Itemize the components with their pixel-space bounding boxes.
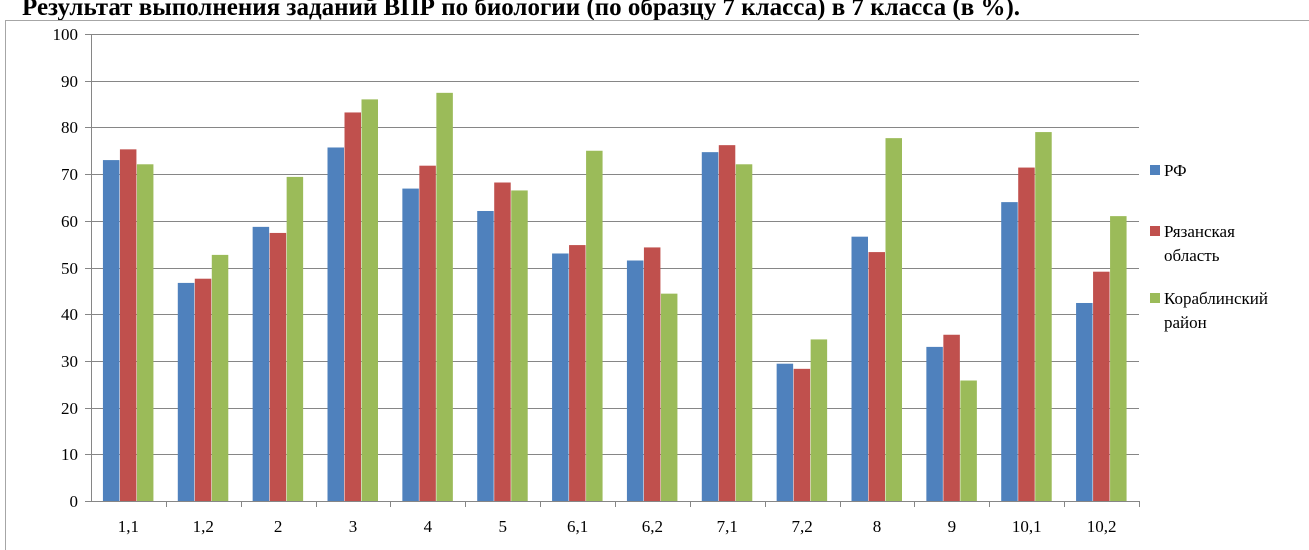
legend-swatch: [1150, 293, 1160, 303]
bar: [660, 293, 678, 501]
bar: [735, 164, 753, 502]
bar: [793, 368, 811, 501]
y-tick-label: 30: [61, 352, 78, 371]
bar: [776, 363, 794, 501]
bar: [552, 253, 569, 501]
bar: [810, 339, 828, 501]
legend-swatch: [1150, 226, 1160, 236]
bar: [1001, 202, 1018, 501]
x-category-label: 1,2: [193, 517, 214, 536]
bar: [960, 380, 977, 501]
bar: [102, 160, 120, 501]
bar: [511, 190, 528, 501]
chart-frame: [5, 20, 1309, 550]
x-category-label: 6,1: [567, 517, 588, 536]
bar: [868, 252, 885, 501]
bar: [327, 147, 344, 502]
bar: [1018, 167, 1035, 501]
legend-label: район: [1164, 313, 1207, 332]
x-category-label: 6,2: [642, 517, 663, 536]
x-category-label: 7,2: [791, 517, 812, 536]
legend-label: область: [1164, 246, 1220, 265]
legend-label: Рязанская: [1164, 222, 1235, 241]
x-category-label: 1,1: [118, 517, 139, 536]
bar: [885, 138, 902, 501]
chart-title: Результат выполнения заданий ВПР по биол…: [22, 0, 1021, 21]
bar: [361, 99, 378, 501]
bar: [701, 152, 719, 501]
x-category-label: 10,2: [1087, 517, 1117, 536]
legend-swatch: [1150, 165, 1160, 175]
bar: [136, 164, 154, 502]
x-axis-category-labels: 1,1 1,2 2 3 4 5 6,1 6,2 7,1 7,2 8 9 10,1 10,2: [118, 517, 1117, 536]
x-category-label: 3: [349, 517, 358, 536]
x-category-label: 5: [498, 517, 507, 536]
y-tick-label: 10: [61, 445, 78, 464]
bar: [643, 247, 661, 501]
bar: [177, 282, 195, 501]
x-category-label: 10,1: [1012, 517, 1042, 536]
bar: [211, 254, 229, 501]
bar: [943, 334, 960, 501]
bar: [851, 236, 868, 501]
bar: [586, 150, 603, 501]
y-tick-label: 20: [61, 399, 78, 418]
y-axis-ticks: 0 10 20 30 40 50 60 70 80 90 100: [53, 25, 91, 511]
bar: [1035, 132, 1052, 501]
y-tick-label: 80: [61, 118, 78, 137]
x-category-label: 9: [948, 517, 957, 536]
bar: [1110, 216, 1127, 501]
bar: [626, 260, 644, 501]
bar: [569, 245, 586, 501]
y-tick-label: 40: [61, 305, 78, 324]
y-tick-label: 100: [53, 25, 79, 44]
bar: [344, 112, 361, 502]
legend-label: РФ: [1164, 161, 1187, 180]
y-tick-label: 50: [61, 259, 78, 278]
x-category-label: 7,1: [717, 517, 738, 536]
bar: [402, 188, 419, 501]
bar: [252, 226, 270, 501]
bar: [436, 92, 453, 501]
legend: РФ Рязанская область Кораблинский район: [1150, 161, 1268, 332]
bar: [1093, 271, 1110, 501]
bar: [419, 165, 436, 501]
x-category-label: 2: [274, 517, 283, 536]
bar: [477, 210, 494, 502]
x-category-label: 8: [873, 517, 882, 536]
y-tick-label: 90: [61, 72, 78, 91]
bar: [1076, 302, 1093, 501]
y-tick-label: 70: [61, 165, 78, 184]
bar: [926, 346, 943, 501]
bar: [194, 278, 212, 501]
grid-lines: [91, 34, 1139, 455]
legend-label: Кораблинский: [1164, 289, 1268, 308]
axes: [91, 34, 1140, 507]
y-tick-label: 0: [70, 492, 79, 511]
bar: [494, 182, 511, 501]
bar: [269, 232, 287, 501]
y-tick-label: 60: [61, 212, 78, 231]
bar: [286, 176, 304, 501]
bars: [102, 92, 1127, 502]
bar: [718, 145, 736, 501]
x-category-label: 4: [424, 517, 433, 536]
bar: [119, 149, 137, 501]
